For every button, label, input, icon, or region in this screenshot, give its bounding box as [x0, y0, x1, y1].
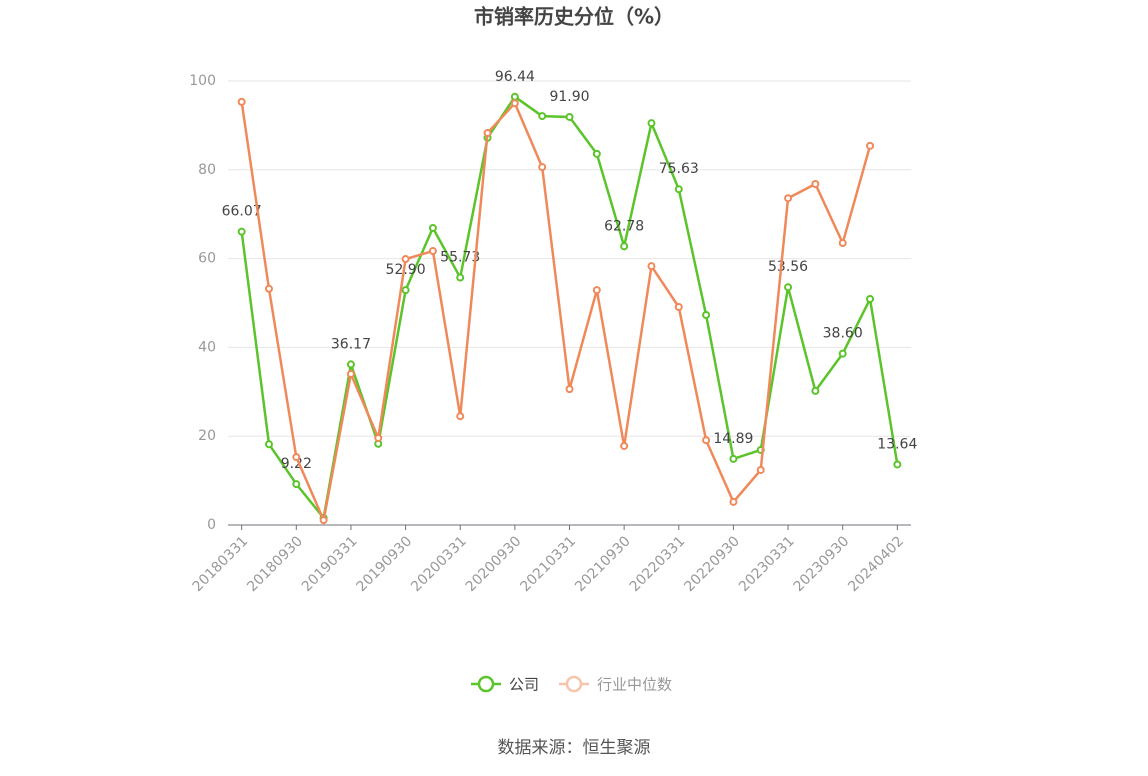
point	[838, 239, 847, 248]
x-tick-label: 20190331	[299, 533, 361, 595]
point	[811, 386, 820, 395]
data-label: 38.60	[823, 326, 863, 342]
chart-title: 市销率历史分位（%）	[474, 5, 674, 29]
y-tick-label: 40	[198, 339, 216, 355]
y-tick-label: 0	[207, 517, 216, 533]
data-label: 9.22	[281, 456, 312, 472]
legend-label: 公司	[509, 676, 539, 694]
point	[538, 163, 547, 172]
point	[647, 119, 656, 128]
point	[346, 360, 355, 369]
y-tick-label: 100	[189, 73, 216, 89]
x-tick-label: 20210930	[572, 533, 634, 595]
series-line	[240, 95, 899, 521]
point	[374, 433, 383, 442]
x-tick-label: 20210331	[517, 533, 579, 595]
x-tick-label: 20230331	[736, 533, 798, 595]
point	[237, 227, 246, 236]
y-tick-label: 60	[198, 251, 216, 267]
point	[620, 441, 629, 450]
point	[674, 302, 683, 311]
data-label: 55.73	[440, 250, 480, 266]
point	[428, 247, 437, 256]
point	[565, 385, 574, 394]
y-tick-label: 20	[198, 428, 216, 444]
point	[264, 284, 273, 293]
point	[483, 128, 492, 137]
point	[838, 349, 847, 358]
data-label: 91.90	[549, 89, 589, 105]
legend-marker	[565, 675, 583, 693]
x-tick-label: 20180331	[190, 533, 252, 595]
x-tick-label: 20240402	[845, 533, 907, 595]
point	[237, 97, 246, 106]
x-tick-label: 20200331	[408, 533, 470, 595]
point	[729, 454, 738, 463]
point	[292, 480, 301, 489]
point	[428, 223, 437, 232]
data-label: 36.17	[331, 336, 371, 352]
point	[456, 273, 465, 282]
x-tick-label: 20180930	[244, 533, 306, 595]
data-label: 66.07	[222, 204, 262, 220]
point	[674, 185, 683, 194]
point	[565, 112, 574, 121]
point	[346, 370, 355, 379]
x-tick-label: 20230930	[791, 533, 853, 595]
point	[866, 295, 875, 304]
x-tick-label: 20220331	[627, 533, 689, 595]
data-label: 75.63	[659, 161, 699, 177]
point	[702, 310, 711, 319]
point	[510, 92, 519, 101]
point	[866, 141, 875, 150]
point	[401, 286, 410, 295]
x-tick-label: 20190930	[354, 533, 416, 595]
point	[538, 112, 547, 121]
point	[592, 286, 601, 295]
series-line	[240, 100, 872, 525]
data-label: 14.89	[713, 431, 753, 447]
data-label: 13.64	[877, 436, 917, 452]
point	[729, 497, 738, 506]
point	[592, 149, 601, 158]
point	[756, 465, 765, 474]
point	[784, 194, 793, 203]
point	[620, 242, 629, 251]
data-label: 52.90	[386, 262, 426, 278]
point	[264, 440, 273, 449]
legend-item[interactable]: 公司	[471, 676, 539, 694]
point	[401, 255, 410, 264]
data-label: 53.56	[768, 259, 808, 275]
point	[647, 262, 656, 271]
point	[319, 516, 328, 525]
legend-label: 行业中位数	[597, 676, 672, 694]
x-tick-label: 20220930	[681, 533, 743, 595]
data-label: 96.44	[495, 69, 535, 85]
point	[510, 99, 519, 108]
point	[702, 436, 711, 445]
point	[893, 460, 902, 469]
point	[811, 180, 820, 189]
data-label: 62.78	[604, 218, 644, 234]
point	[292, 453, 301, 462]
point	[784, 283, 793, 292]
point	[456, 412, 465, 421]
source: 数据来源：恒生聚源	[498, 738, 651, 758]
legend-marker	[477, 675, 495, 693]
x-tick-label: 20200930	[463, 533, 525, 595]
y-tick-label: 80	[198, 162, 216, 178]
legend-item[interactable]: 行业中位数	[559, 676, 672, 694]
